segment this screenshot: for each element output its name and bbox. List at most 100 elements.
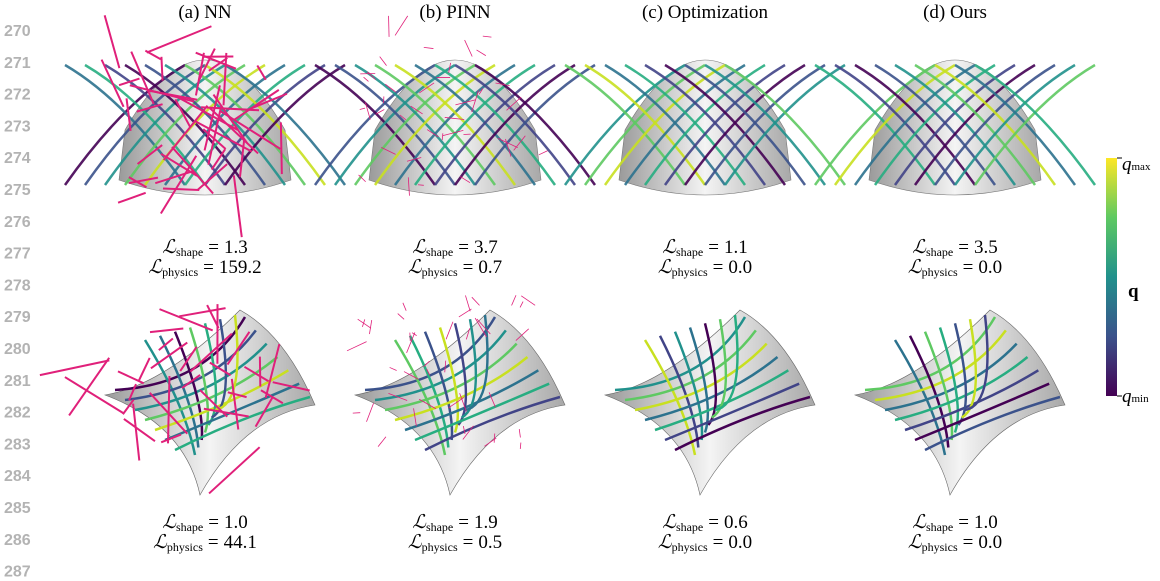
dome-surface xyxy=(619,60,791,195)
loss-value: 3.7 xyxy=(474,237,498,258)
equals: = xyxy=(708,237,719,258)
saddle-surface xyxy=(105,310,315,495)
column-title: (a) NN xyxy=(178,2,232,23)
equals: = xyxy=(463,257,474,278)
equals: = xyxy=(713,257,724,278)
force-arrow xyxy=(424,47,434,48)
equals: = xyxy=(463,532,474,553)
loss-value: 1.3 xyxy=(224,237,248,258)
equals: = xyxy=(708,512,719,533)
equals: = xyxy=(208,237,219,258)
line-number: 287 xyxy=(4,564,31,581)
force-arrow xyxy=(389,16,390,37)
force-arrow xyxy=(398,314,404,320)
line-number: 276 xyxy=(4,214,31,231)
loss-subscript: shape xyxy=(676,520,703,534)
line-number: 281 xyxy=(4,373,31,390)
saddle-surface xyxy=(605,310,815,495)
loss-physics: ℒphysics=159.2 xyxy=(148,257,261,279)
panel-column: (b) PINNℒshape=3.7ℒphysics=0.7ℒshape=1.9… xyxy=(315,2,595,554)
force-arrow xyxy=(539,151,548,155)
loss-physics: ℒphysics=44.1 xyxy=(153,532,257,554)
equals: = xyxy=(458,237,469,258)
loss-shape: ℒshape=1.9 xyxy=(412,512,497,534)
loss-value: 159.2 xyxy=(219,257,262,278)
force-arrow xyxy=(119,79,139,86)
loss-value: 3.5 xyxy=(974,237,998,258)
line-number: 278 xyxy=(4,277,31,294)
force-arrow xyxy=(483,36,492,37)
loss-value: 1.0 xyxy=(224,512,248,533)
force-arrow xyxy=(519,429,520,437)
loss-shape: ℒshape=1.3 xyxy=(162,237,247,259)
line-number: 274 xyxy=(4,150,31,167)
line-number: 283 xyxy=(4,436,31,453)
equals: = xyxy=(208,512,219,533)
force-arrow xyxy=(118,193,146,203)
loss-shape: ℒshape=1.0 xyxy=(912,512,997,534)
force-arrow xyxy=(521,296,535,306)
loss-subscript: physics xyxy=(422,540,458,554)
force-arrow xyxy=(281,122,282,174)
force-arrow xyxy=(124,419,155,441)
line-number: 270 xyxy=(4,23,31,40)
loss-subscript: physics xyxy=(167,540,203,554)
q-min-subscript: min xyxy=(1132,393,1150,405)
loss-value: 0.0 xyxy=(728,532,752,553)
column-title: (b) PINN xyxy=(419,2,491,23)
force-arrow xyxy=(446,322,453,340)
loss-value: 0.7 xyxy=(478,257,502,278)
line-number: 280 xyxy=(4,341,31,358)
loss-subscript: physics xyxy=(922,540,958,554)
equals: = xyxy=(203,257,214,278)
force-arrow xyxy=(418,185,424,186)
q-max-symbol: q xyxy=(1122,154,1132,175)
loss-physics: ℒphysics=0.0 xyxy=(658,257,752,279)
force-arrow xyxy=(360,108,365,109)
line-number: 273 xyxy=(4,118,31,135)
panel-column: (a) NN ℒshape=1.3ℒphysics=159.2 ℒshape=1.0… xyxy=(40,2,345,554)
q-min-symbol: q xyxy=(1122,386,1132,407)
loss-subscript: physics xyxy=(422,265,458,279)
equals: = xyxy=(958,237,969,258)
equals: = xyxy=(958,512,969,533)
equals: = xyxy=(713,532,724,553)
loss-subscript: physics xyxy=(922,265,958,279)
force-arrow xyxy=(520,302,523,308)
force-arrow xyxy=(150,328,183,332)
column-title: (c) Optimization xyxy=(642,2,769,23)
force-arrow xyxy=(366,403,373,422)
equals: = xyxy=(963,532,974,553)
equals: = xyxy=(208,532,219,553)
panel-column: (d) Oursℒshape=3.5ℒphysics=0.0ℒshape=1.0… xyxy=(815,2,1095,554)
loss-shape: ℒshape=1.0 xyxy=(162,512,247,534)
line-number: 282 xyxy=(4,405,31,422)
force-arrow xyxy=(69,358,109,416)
force-arrow xyxy=(147,26,212,52)
loss-value: 44.1 xyxy=(224,532,257,553)
force-arrow xyxy=(465,295,470,311)
force-arrow xyxy=(367,72,375,80)
line-number: 284 xyxy=(4,468,31,485)
line-number: 271 xyxy=(4,55,31,72)
loss-value: 0.6 xyxy=(724,512,748,533)
loss-subscript: shape xyxy=(926,520,953,534)
loss-shape: ℒshape=3.7 xyxy=(412,237,497,259)
force-arrow xyxy=(520,443,521,449)
loss-physics: ℒphysics=0.5 xyxy=(408,532,502,554)
q-min-label: qmin xyxy=(1122,386,1149,407)
line-number: 275 xyxy=(4,182,31,199)
loss-physics: ℒphysics=0.0 xyxy=(908,532,1002,554)
line-number: 279 xyxy=(4,309,31,326)
column-title: (d) Ours xyxy=(923,2,987,23)
figure: qmax q qmin 2702712722732742752762772782… xyxy=(0,0,1160,581)
force-arrow xyxy=(105,15,120,68)
line-number: 285 xyxy=(4,500,31,517)
loss-shape: ℒshape=0.6 xyxy=(662,512,747,534)
force-arrow xyxy=(390,367,397,370)
colorbar-label: q xyxy=(1128,281,1139,302)
force-arrow xyxy=(380,57,387,66)
force-arrow xyxy=(133,404,139,461)
panel-column: (c) Optimizationℒshape=1.1ℒphysics=0.0ℒs… xyxy=(565,2,845,554)
force-arrow xyxy=(477,50,486,56)
